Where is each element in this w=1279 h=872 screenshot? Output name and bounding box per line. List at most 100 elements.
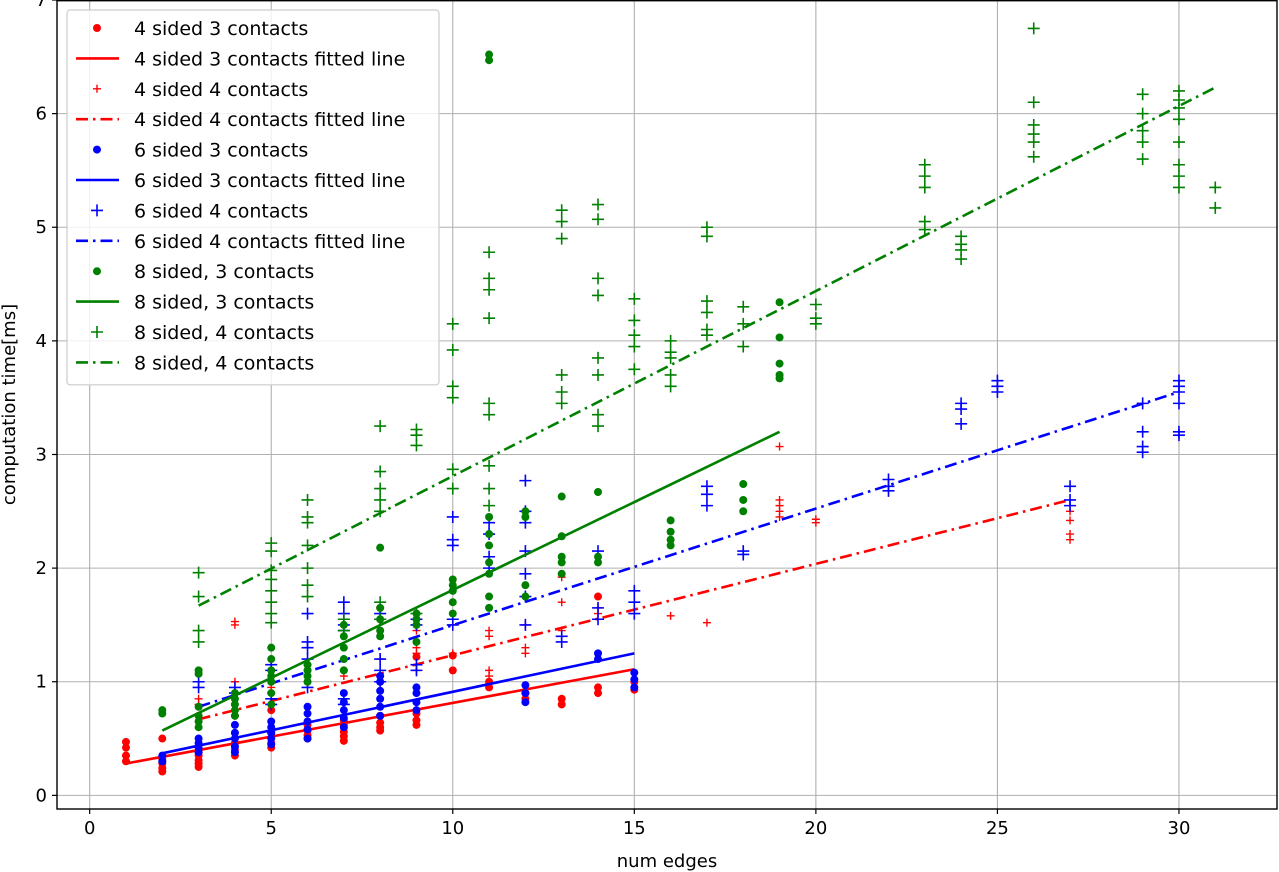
data-point — [739, 480, 748, 489]
legend-item: 6 sided 3 contacts — [93, 140, 308, 162]
data-point — [192, 590, 205, 603]
series-6-6-sided-3-contacts-fitted-line — [162, 652, 635, 755]
data-point — [412, 706, 421, 715]
data-point — [303, 702, 312, 711]
data-point — [809, 298, 822, 311]
data-point — [376, 711, 385, 720]
legend-item: 8 sided, 3 contacts — [76, 292, 314, 314]
data-point — [666, 541, 675, 550]
data-point — [376, 632, 385, 641]
legend-label: 6 sided 3 contacts — [134, 140, 308, 162]
y-tick-label: 7 — [36, 0, 47, 11]
x-tick-label: 0 — [84, 818, 95, 839]
data-point — [303, 677, 312, 686]
data-point — [483, 246, 496, 259]
data-point — [301, 579, 314, 592]
data-point — [521, 681, 530, 690]
y-tick-label: 0 — [36, 785, 47, 806]
data-point — [337, 692, 350, 705]
data-point — [955, 417, 968, 430]
data-point — [230, 617, 239, 626]
series-11-8-sided-4-contacts — [192, 22, 1222, 648]
data-point — [592, 198, 605, 211]
data-point — [737, 300, 750, 313]
legend-item: 8 sided, 4 contacts — [76, 352, 314, 374]
data-point — [521, 643, 530, 652]
data-point — [337, 596, 350, 609]
legend-label: 4 sided 4 contacts — [134, 79, 308, 101]
legend-label: 8 sided, 4 contacts — [134, 352, 314, 374]
data-point — [739, 507, 748, 516]
legend-item: 4 sided 3 contacts fitted line — [76, 48, 405, 70]
y-tick-label: 4 — [36, 331, 47, 352]
data-point — [301, 590, 314, 603]
data-point — [265, 596, 278, 609]
data-point — [1209, 201, 1222, 214]
data-point — [594, 552, 603, 561]
data-point — [412, 689, 421, 698]
data-point — [594, 487, 603, 496]
data-point — [628, 292, 641, 305]
data-point — [592, 289, 605, 302]
data-point — [194, 694, 203, 703]
data-point — [448, 649, 457, 658]
data-point — [194, 702, 203, 711]
data-point — [628, 314, 641, 327]
data-point — [303, 734, 312, 743]
plot-area — [121, 22, 1222, 776]
data-point — [628, 329, 641, 342]
data-point — [592, 601, 605, 614]
data-point — [592, 368, 605, 381]
x-tick-label: 15 — [623, 818, 646, 839]
data-point — [192, 624, 205, 637]
data-point — [485, 666, 494, 675]
data-point — [519, 474, 532, 487]
legend-item: 6 sided 4 contacts — [91, 200, 308, 222]
data-point — [376, 694, 385, 703]
data-point — [918, 170, 931, 183]
legend-label: 6 sided 3 contacts fitted line — [134, 170, 405, 192]
data-point — [265, 584, 278, 597]
data-point — [918, 181, 931, 194]
data-point — [410, 423, 423, 436]
data-point — [301, 539, 314, 552]
data-point — [809, 312, 822, 325]
data-point — [446, 510, 459, 523]
data-point — [557, 492, 566, 501]
data-point — [1027, 22, 1040, 35]
data-point — [555, 204, 568, 217]
fitted-line — [198, 86, 1216, 607]
data-point — [267, 666, 276, 675]
data-point — [1136, 425, 1149, 438]
data-point — [628, 363, 641, 376]
legend-marker — [93, 24, 101, 32]
data-point — [192, 566, 205, 579]
data-point — [446, 380, 459, 393]
data-point — [628, 340, 641, 353]
data-point — [519, 567, 532, 580]
data-point — [303, 709, 312, 718]
data-point — [410, 658, 423, 671]
data-point — [555, 368, 568, 381]
data-point — [918, 215, 931, 228]
data-point — [339, 643, 348, 652]
data-point — [594, 683, 603, 692]
legend-label: 4 sided 3 contacts fitted line — [134, 48, 405, 70]
data-point — [700, 323, 713, 336]
data-point — [737, 545, 750, 558]
series-5-6-sided-3-contacts — [158, 649, 639, 766]
data-point — [664, 334, 677, 347]
data-point — [594, 649, 603, 658]
data-point — [702, 618, 711, 627]
data-point — [664, 368, 677, 381]
data-point — [230, 720, 239, 729]
legend-marker — [93, 267, 101, 276]
data-point — [485, 56, 494, 65]
data-point — [267, 717, 276, 726]
data-point — [1027, 118, 1040, 131]
data-point — [485, 592, 494, 601]
data-point — [374, 613, 387, 626]
data-point — [485, 558, 494, 567]
data-point — [775, 298, 784, 307]
data-point — [592, 272, 605, 285]
